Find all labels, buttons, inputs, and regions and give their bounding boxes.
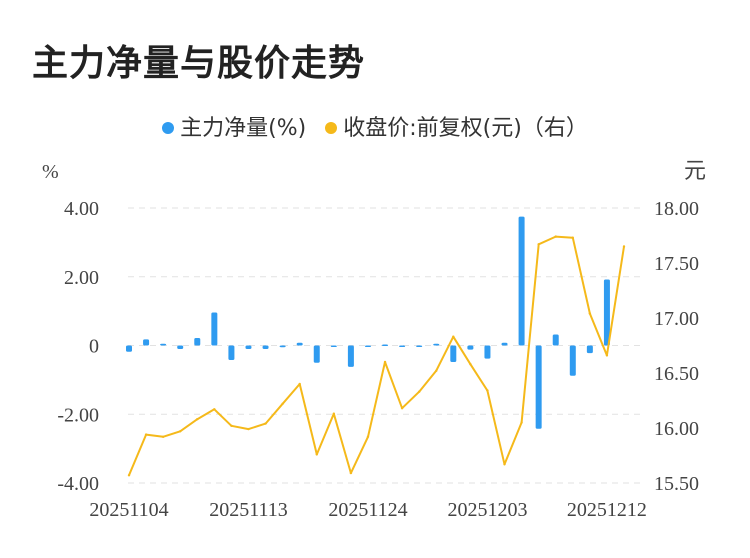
bar-main-flow[interactable] — [143, 339, 150, 346]
close-price-point[interactable] — [179, 430, 182, 433]
close-price-point[interactable] — [161, 435, 165, 438]
close-price-point[interactable] — [537, 243, 540, 246]
right-axis-tick-label: 16.50 — [654, 363, 699, 385]
close-price-point[interactable] — [332, 412, 336, 415]
bar-main-flow[interactable] — [552, 334, 559, 346]
close-price-point[interactable] — [554, 235, 557, 238]
bar-main-flow[interactable] — [501, 342, 508, 346]
bar-main-flow[interactable] — [603, 279, 610, 346]
close-price-point[interactable] — [486, 389, 489, 392]
close-price-point[interactable] — [213, 408, 216, 411]
close-price-point[interactable] — [383, 360, 387, 364]
x-axis-tick-label: 20251203 — [447, 499, 527, 521]
close-price-point[interactable] — [247, 427, 250, 431]
right-axis-tick-label: 15.50 — [654, 473, 699, 495]
close-price-point[interactable] — [281, 402, 284, 405]
close-price-point[interactable] — [469, 363, 472, 366]
x-axis-tick-label: 20251104 — [89, 499, 168, 521]
close-price-point[interactable] — [349, 471, 353, 475]
close-price-point[interactable] — [571, 236, 574, 239]
right-axis-tick-label: 18.00 — [654, 198, 699, 220]
bar-main-flow[interactable] — [399, 345, 406, 348]
bar-main-flow[interactable] — [126, 345, 132, 352]
bar-main-flow[interactable] — [211, 312, 218, 346]
legend-label-close-price: 收盘价:前复权(元)（右） — [343, 116, 588, 141]
right-axis-unit: 元 — [684, 159, 706, 184]
x-axis-tick-label: 20251124 — [328, 499, 407, 521]
bar-main-flow[interactable] — [467, 345, 474, 350]
bar-main-flow[interactable] — [586, 345, 593, 354]
bar-main-flow[interactable] — [245, 345, 252, 349]
left-axis-tick-label: 4.00 — [64, 198, 99, 220]
bar-main-flow[interactable] — [535, 345, 542, 429]
close-price-point[interactable] — [127, 474, 131, 477]
bar-main-flow[interactable] — [160, 343, 167, 346]
close-price-line[interactable] — [128, 235, 625, 476]
bar-main-flow[interactable] — [313, 345, 320, 363]
close-price-point[interactable] — [230, 424, 233, 427]
bar-main-flow[interactable] — [296, 342, 303, 346]
bar-main-flow[interactable] — [450, 345, 457, 363]
bar-main-flow[interactable] — [433, 343, 440, 346]
bar-main-flow[interactable] — [484, 345, 491, 359]
close-price-point[interactable] — [435, 369, 438, 372]
legend-line-marker-icon — [325, 122, 338, 134]
close-price-point[interactable] — [452, 335, 455, 338]
right-axis-tick-label: 16.00 — [654, 418, 699, 440]
right-axis-tick-label: 17.50 — [654, 253, 699, 275]
close-price-point[interactable] — [588, 312, 592, 315]
close-price-point[interactable] — [315, 453, 318, 456]
close-price-point[interactable] — [520, 421, 523, 424]
bar-main-flow[interactable] — [177, 345, 184, 349]
bar-main-flow[interactable] — [262, 345, 269, 349]
left-axis-tick-label: 0 — [89, 336, 99, 358]
x-axis-tick-label: 20251113 — [209, 499, 288, 521]
close-price-point[interactable] — [622, 245, 626, 248]
chart-legend: 主力净量(%) 收盘价:前复权(元)（右） — [0, 110, 750, 142]
close-price-point[interactable] — [264, 422, 267, 425]
close-price-point[interactable] — [196, 418, 199, 421]
left-axis-unit: % — [42, 161, 59, 183]
bar-main-flow[interactable] — [416, 345, 423, 348]
chart-title: 主力净量与股价走势 — [32, 43, 366, 84]
bar-main-flow[interactable] — [228, 345, 235, 360]
bar-main-flow[interactable] — [347, 345, 354, 367]
bar-main-flow[interactable] — [194, 337, 201, 346]
bar-main-flow[interactable] — [330, 345, 337, 348]
legend-bar-marker-icon — [162, 122, 175, 134]
close-price-point[interactable] — [400, 407, 404, 410]
bar-main-flow[interactable] — [279, 345, 286, 348]
close-price-point[interactable] — [298, 382, 301, 386]
left-axis-tick-label: -2.00 — [57, 404, 99, 426]
close-price-point[interactable] — [503, 463, 506, 466]
x-axis-tick-label: 20251212 — [567, 499, 647, 521]
right-axis-tick-label: 17.00 — [654, 308, 699, 330]
bar-main-flow[interactable] — [569, 345, 576, 376]
legend-label-main-flow: 主力净量(%) — [180, 116, 307, 141]
close-price-point[interactable] — [366, 435, 370, 438]
bar-main-flow[interactable] — [382, 344, 389, 346]
legend-item-close-price[interactable]: 收盘价:前复权(元)（右） — [325, 110, 588, 142]
bar-main-flow[interactable] — [518, 216, 525, 346]
left-axis-tick-label: -4.00 — [57, 473, 99, 495]
close-price-point[interactable] — [605, 354, 609, 357]
left-axis-tick-label: 2.00 — [64, 267, 99, 289]
bar-main-flow[interactable] — [364, 345, 371, 348]
close-price-point[interactable] — [417, 390, 421, 393]
close-price-point[interactable] — [144, 433, 148, 436]
legend-item-main-flow[interactable]: 主力净量(%) — [162, 110, 306, 142]
